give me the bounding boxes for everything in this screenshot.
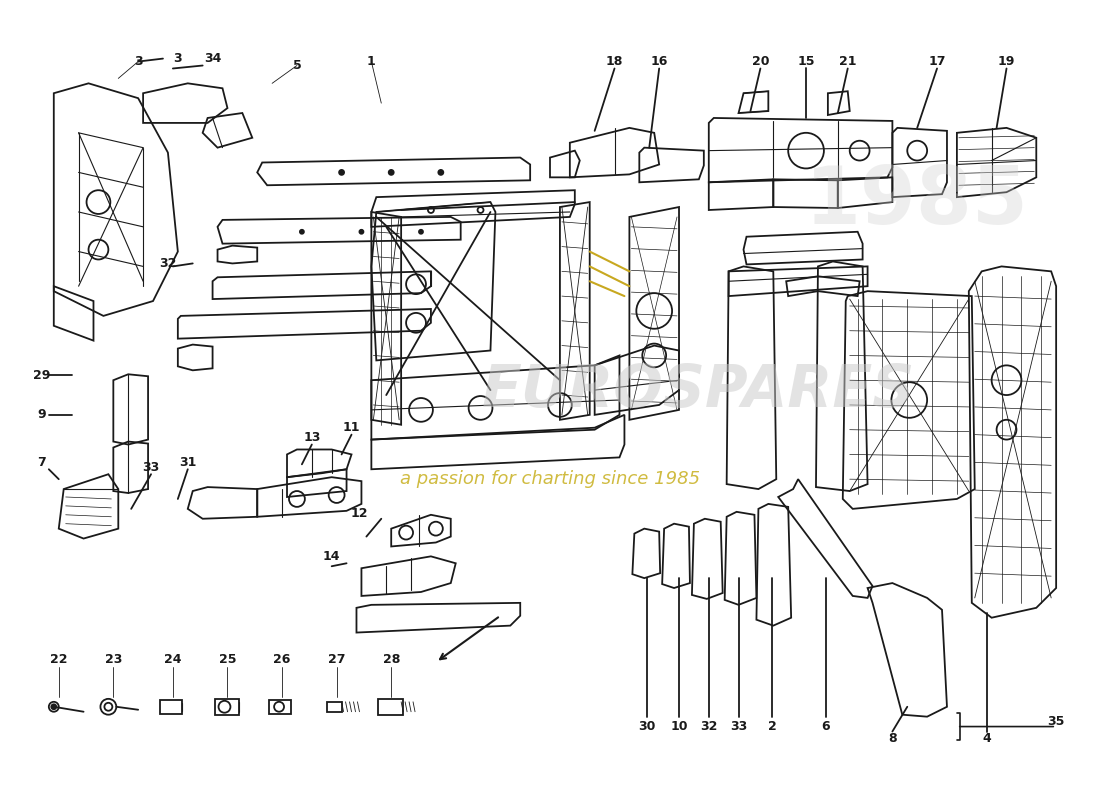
Text: 34: 34 xyxy=(204,52,221,65)
Text: 5: 5 xyxy=(293,59,301,72)
Circle shape xyxy=(274,702,284,712)
Text: 8: 8 xyxy=(888,732,896,745)
Text: 25: 25 xyxy=(219,653,236,666)
Circle shape xyxy=(388,170,394,175)
Text: 11: 11 xyxy=(343,422,361,434)
Bar xyxy=(160,700,182,714)
Circle shape xyxy=(419,230,424,234)
Circle shape xyxy=(52,704,56,710)
Circle shape xyxy=(360,230,363,234)
Text: EUROSPARES: EUROSPARES xyxy=(482,362,915,418)
Circle shape xyxy=(339,170,344,175)
Text: 32: 32 xyxy=(700,720,717,733)
Text: 10: 10 xyxy=(670,720,688,733)
Text: 28: 28 xyxy=(383,653,400,666)
Circle shape xyxy=(104,703,112,710)
Text: 7: 7 xyxy=(37,456,46,469)
Text: a passion for charting since 1985: a passion for charting since 1985 xyxy=(400,470,700,488)
Text: 26: 26 xyxy=(274,653,290,666)
Text: 4: 4 xyxy=(982,732,991,745)
Text: 3: 3 xyxy=(174,52,183,65)
Text: 1985: 1985 xyxy=(805,163,1030,241)
Circle shape xyxy=(300,230,304,234)
Text: 16: 16 xyxy=(650,55,668,68)
Circle shape xyxy=(48,702,58,712)
Bar xyxy=(270,700,292,714)
Circle shape xyxy=(100,699,117,714)
Text: 3: 3 xyxy=(134,55,143,68)
Text: 1: 1 xyxy=(367,55,376,68)
Text: 31: 31 xyxy=(179,456,197,469)
Text: 20: 20 xyxy=(751,55,769,68)
Text: 32: 32 xyxy=(160,257,177,270)
Circle shape xyxy=(219,701,230,713)
Text: 14: 14 xyxy=(323,550,340,563)
Text: 18: 18 xyxy=(606,55,624,68)
Text: 33: 33 xyxy=(142,461,160,474)
Circle shape xyxy=(439,170,443,175)
Bar xyxy=(214,699,240,714)
Text: 29: 29 xyxy=(33,369,51,382)
Text: 13: 13 xyxy=(304,431,320,444)
Text: 15: 15 xyxy=(798,55,815,68)
Text: 33: 33 xyxy=(730,720,747,733)
Text: 21: 21 xyxy=(839,55,857,68)
Bar xyxy=(327,702,342,712)
Text: 35: 35 xyxy=(1047,715,1065,728)
Bar xyxy=(378,699,403,714)
Text: 22: 22 xyxy=(50,653,67,666)
Text: 23: 23 xyxy=(104,653,122,666)
Text: 6: 6 xyxy=(822,720,830,733)
Text: 17: 17 xyxy=(928,55,946,68)
Text: 12: 12 xyxy=(351,507,369,520)
Text: 19: 19 xyxy=(998,55,1015,68)
Text: 24: 24 xyxy=(164,653,182,666)
Text: 2: 2 xyxy=(768,720,777,733)
Text: 30: 30 xyxy=(639,720,656,733)
Text: 27: 27 xyxy=(328,653,345,666)
Text: 9: 9 xyxy=(37,408,46,422)
